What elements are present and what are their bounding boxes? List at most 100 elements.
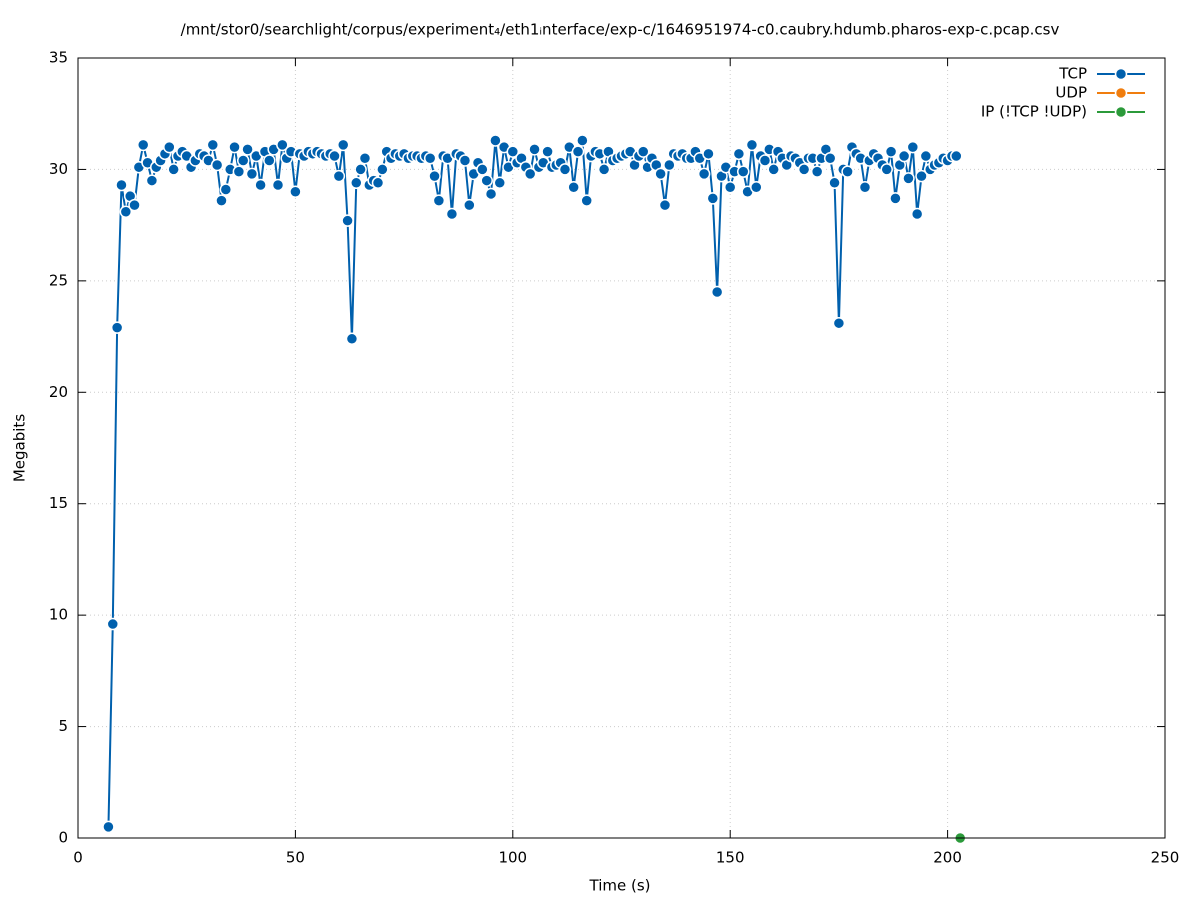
data-point [767,163,780,176]
data-point [115,178,128,192]
x-tick-label: 200 [933,849,962,867]
data-point [102,820,115,834]
data-point [345,332,359,346]
data-point [919,149,933,163]
data-point [750,181,763,194]
legend-label: UDP [1055,84,1087,102]
data-point [110,321,124,334]
data-point [576,134,589,147]
data-point [910,207,924,221]
data-point [463,198,476,212]
data-point [745,138,759,152]
series-line [107,140,957,827]
data-point [528,143,541,156]
data-point [663,158,676,172]
x-tick-label: 150 [716,849,745,867]
y-tick-label: 35 [49,49,68,67]
plot-area [102,134,967,845]
data-point [832,316,846,330]
data-point [489,134,502,147]
y-tick-label: 0 [58,829,68,847]
data-point [710,285,724,299]
data-point [950,149,963,163]
data-point [371,176,385,190]
data-point [906,140,920,154]
y-tick-label: 15 [49,494,68,512]
data-point [328,149,341,163]
data-point [889,192,902,205]
data-point [341,214,354,227]
data-point [245,167,259,181]
data-point [254,178,267,192]
x-tick-label: 50 [286,849,305,867]
data-point [823,152,837,165]
data-point [841,165,854,178]
data-point [636,145,650,158]
data-point [736,165,750,178]
data-point [558,163,572,176]
data-point [119,205,133,219]
data-point [541,145,554,158]
data-point [884,145,898,158]
data-point [428,169,441,183]
y-tick-label: 30 [49,160,68,178]
data-point [493,176,507,190]
data-point [758,154,772,167]
data-point [723,181,737,194]
x-axis-label: Time (s) [589,877,651,895]
data-point [445,207,459,221]
data-point [354,163,367,176]
data-point [276,138,289,152]
data-point [350,176,363,190]
data-point [797,163,811,176]
legend-label: TCP [1058,65,1087,83]
data-point [236,154,250,167]
data-point [206,138,220,152]
x-tick-label: 0 [73,849,83,867]
y-tick-label: 5 [58,717,68,735]
data-point [271,178,285,192]
data-point [915,169,928,183]
data-point [597,163,611,176]
data-point [658,198,672,212]
data-point [480,174,493,187]
data-point [484,187,498,201]
data-point [336,138,350,152]
data-point [828,176,841,190]
data-point [432,194,446,207]
data-point [145,174,159,187]
data-point [858,181,872,194]
data-point [376,163,389,176]
data-point [571,145,585,158]
data-point [458,154,472,167]
data-point [358,152,372,165]
x-tick-label: 100 [498,849,527,867]
data-point [476,163,489,176]
data-point [106,617,120,631]
legend-marker [1114,67,1128,81]
data-point [228,140,241,154]
legend-marker [1114,105,1128,119]
data-point [506,145,520,158]
data-point [706,192,720,205]
data-point [697,167,711,181]
data-point [263,154,276,167]
data-point [732,147,746,161]
plot-frame [77,57,1166,839]
data-point [897,149,911,163]
data-point [219,183,233,196]
data-point [702,147,715,161]
data-point [580,194,593,207]
data-point [654,167,667,181]
chart-title: /mnt/stor0/searchlight/corpus/experiment… [181,21,1060,39]
data-point [210,158,224,172]
data-point [810,165,824,178]
data-point [241,143,254,156]
legend-label: IP (!TCP !UDP) [981,103,1087,121]
y-axis-label: Megabits [11,414,29,482]
y-tick-label: 25 [49,271,68,289]
data-point [167,163,180,176]
x-tick-label: 250 [1151,849,1180,867]
data-point [880,163,893,176]
data-point [332,169,346,183]
